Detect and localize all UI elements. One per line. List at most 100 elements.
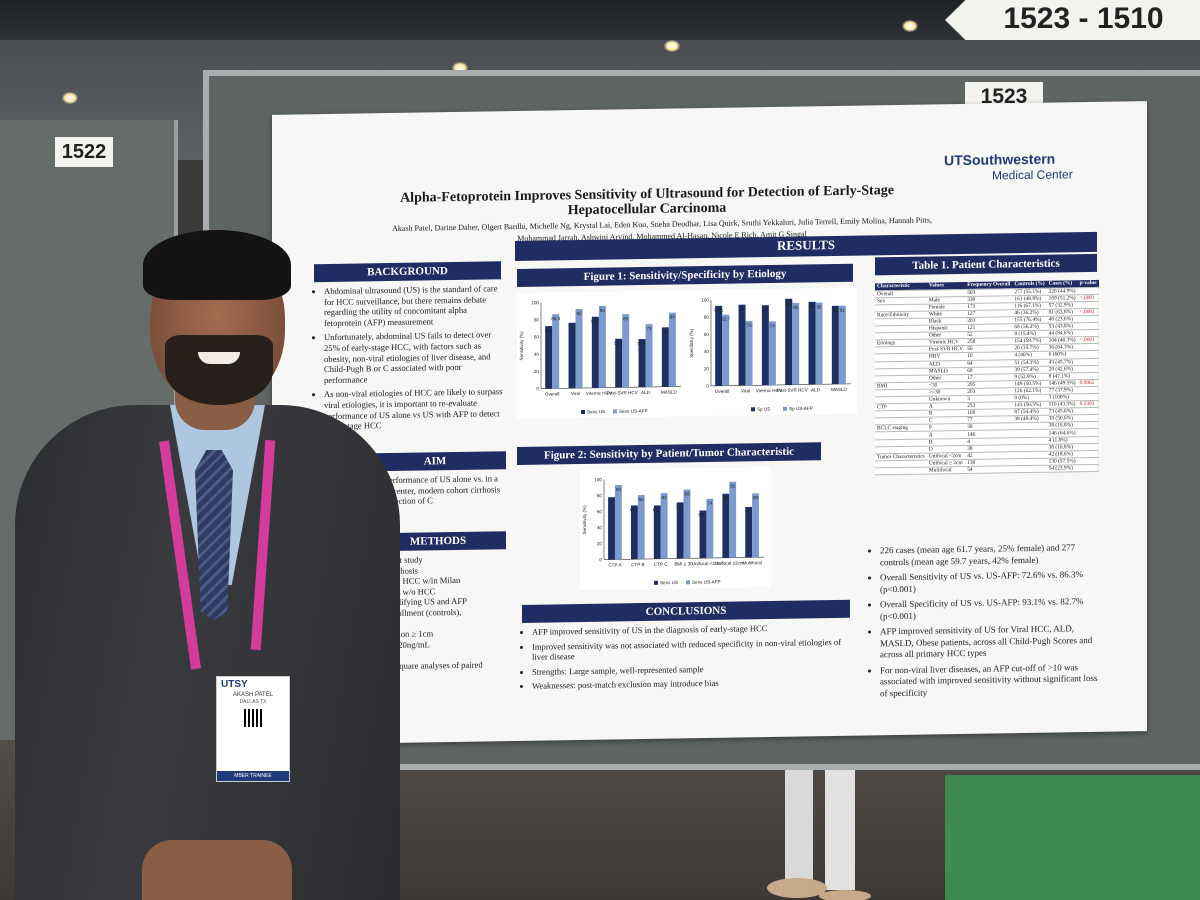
table-cell: 81 (63.8%): [1046, 308, 1078, 317]
data-label: 93: [616, 487, 622, 492]
passerby-legs: [767, 770, 871, 900]
bar: [715, 305, 723, 386]
bar: [552, 314, 560, 389]
x-tick-label: CTP B: [631, 562, 644, 567]
data-label: 80: [723, 496, 729, 501]
specificity-bar-chart: 0 20 40 60 80 100 Specificity (%) 93.1 82.7 Overa…: [689, 298, 851, 412]
data-label: 80: [753, 495, 759, 500]
x-tick-label: Viremic HCV: [756, 388, 783, 393]
booth-number-sign: 1522: [55, 137, 113, 167]
bar: [661, 327, 669, 387]
figure2-chart: 0 20 40 60 80 100 Sensitivity (%) 78 93 CTP A 67.1…: [580, 467, 770, 591]
bar: [768, 321, 776, 386]
data-label: 56.6: [614, 341, 623, 346]
data-label: 75: [746, 323, 752, 328]
ceiling-light: [902, 20, 918, 32]
legend-label: Sens US: [660, 580, 678, 585]
ceiling-light: [62, 92, 78, 104]
data-label: 67.1: [630, 507, 639, 512]
data-label: 86.3: [551, 316, 560, 321]
data-label: 100: [785, 301, 793, 306]
table-cell: 54: [965, 465, 1013, 474]
table-cell: 29 (42.6%): [1046, 365, 1078, 373]
legend-label: Sens US-AFP: [692, 579, 721, 584]
bar: [838, 305, 846, 384]
data-label: 82.6: [591, 319, 600, 324]
table-cell: 146 (49.5%): [1046, 379, 1078, 388]
qr-code-icon: [244, 709, 262, 727]
x-tick-label: Unifocal ≥2cm: [715, 560, 744, 565]
legend-label: Sens US-AFP: [619, 408, 648, 413]
data-label: 55.8: [638, 341, 647, 346]
conclusions-section: AFP improved sensitivity of US in the di…: [522, 622, 852, 696]
bar: [785, 298, 793, 385]
x-axis: [541, 386, 681, 389]
legend-swatch: [581, 409, 585, 415]
table-column-header: p-value: [1077, 279, 1099, 288]
legend-swatch: [751, 407, 755, 412]
data-label: 91: [840, 308, 846, 313]
figure1-specificity-chart: 0 20 40 60 80 100 Specificity (%) 93.1 82.7 Overa…: [687, 287, 857, 417]
data-label: 63: [746, 509, 752, 514]
x-tick-label: Unifocal <2cm: [692, 561, 721, 566]
y-tick-label: 20: [704, 366, 710, 371]
y-tick-label: 40: [597, 525, 603, 530]
bar: [598, 305, 606, 388]
background-bullet: Unfortunately, abdominal US fails to det…: [324, 330, 504, 386]
conclusion-bullet: AFP improved sensitivity of US in the di…: [532, 622, 852, 638]
bar: [568, 322, 576, 389]
data-label: 91: [833, 308, 839, 313]
data-label: 86: [684, 492, 690, 497]
y-axis-label: Sensitivity (%): [582, 505, 587, 535]
data-label: 93.1: [714, 308, 723, 313]
y-tick-label: 100: [701, 298, 709, 303]
bar: [622, 314, 630, 388]
bar: [738, 304, 746, 386]
person-smile: [198, 352, 240, 364]
table-cell: [875, 467, 927, 475]
bar: [575, 308, 583, 389]
table-cell: Post-SVR HCV: [926, 345, 966, 354]
bar: [614, 484, 622, 560]
legend-swatch: [654, 580, 658, 585]
x-tick-label: Overall: [715, 389, 730, 394]
bar: [706, 498, 714, 559]
y-tick-label: 80: [597, 493, 603, 498]
data-label: 72.6: [544, 328, 553, 333]
bar: [831, 305, 839, 385]
summary-bullet: For non-viral liver diseases, an AFP cut…: [880, 661, 1102, 699]
legend-swatch: [783, 406, 787, 411]
bar: [660, 493, 668, 559]
table-cell: [1077, 464, 1099, 472]
sensitivity-bar-chart: 0 20 40 60 80 100 Sensitivity (%) 72.6 86.3 Overa…: [519, 300, 681, 415]
data-label: 95: [730, 484, 736, 489]
x-tick-label: Viral: [741, 388, 750, 393]
badge-role: MBER TRAINEE: [217, 771, 289, 781]
x-tick-label: CTP A: [608, 562, 622, 567]
table-cell: Unifocal <2cm: [926, 452, 966, 460]
bar: [699, 510, 707, 559]
table-body: Overall 503 277 (55.1%) 226 (44.9%) Sex Male 3…: [875, 286, 1099, 475]
bar: [808, 301, 816, 385]
background-bullet: Abdominal ultrasound (US) is the standar…: [324, 283, 504, 328]
x-tick-label: Viremic HCV: [586, 391, 613, 396]
badge-header: UTSY: [221, 679, 248, 690]
y-tick-label: 100: [531, 300, 539, 305]
data-label: 78: [609, 499, 615, 504]
data-label: 73: [646, 326, 652, 331]
x-tick-label: Overall: [545, 391, 560, 396]
x-tick-label: MASLD: [831, 387, 848, 392]
legend-label: Sp US-AFP: [789, 406, 813, 411]
data-label: 95: [816, 305, 822, 310]
data-label: 66.7: [653, 507, 662, 512]
conclusion-bullet: Improved sensitivity was not associated …: [532, 636, 852, 662]
y-tick-label: 60: [534, 335, 540, 340]
y-tick-label: 40: [534, 352, 540, 357]
y-axis-label: Sensitivity (%): [519, 331, 524, 361]
bar: [638, 339, 646, 388]
table-cell: 48 (23.6%): [1046, 315, 1078, 324]
green-carpet: [945, 775, 1200, 900]
data-label: 85: [623, 316, 629, 321]
badge-location: DALLAS TX: [239, 699, 267, 705]
y-tick-label: 0: [536, 386, 539, 391]
